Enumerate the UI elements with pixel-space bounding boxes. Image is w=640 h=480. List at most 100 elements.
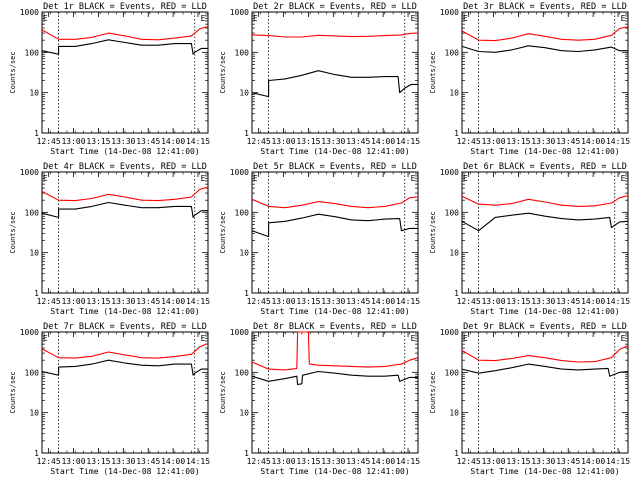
- chart-panel-6: Det 6r BLACK = Events, RED = LLD 1 10 100 10…: [429, 162, 630, 316]
- y-tick-label: 100: [25, 48, 40, 57]
- x-tick-label: 13:45: [556, 297, 580, 306]
- x-tick-label: 13:15: [506, 297, 530, 306]
- y-tick-label: 10: [239, 249, 249, 258]
- x-tick-label: 13:45: [346, 457, 370, 466]
- event-marker-label: E: [411, 334, 416, 343]
- chart-title: Det 7r BLACK = Events, RED = LLD: [43, 322, 207, 332]
- x-tick-label: 13:15: [296, 137, 320, 146]
- series-line-lld: [461, 345, 629, 363]
- x-tick-label: 13:15: [506, 457, 530, 466]
- y-tick-label: 1000: [440, 8, 459, 17]
- x-tick-label: 13:00: [61, 137, 85, 146]
- chart-panel-5: Det 5r BLACK = Events, RED = LLD 1 10 100 10…: [219, 162, 420, 316]
- x-tick-label: 13:30: [111, 137, 135, 146]
- x-tick-label: 12:45: [457, 137, 481, 146]
- chart-panel-1: Det 1r BLACK = Events, RED = LLD 1 10 100 10…: [9, 2, 210, 156]
- x-tick-label: 14:00: [581, 457, 605, 466]
- y-tick-label: 10: [239, 409, 249, 418]
- plot-frame: [461, 331, 629, 454]
- plot-frame: [461, 11, 629, 134]
- x-axis-label: Start Time (14-Dec-08 12:41:00): [260, 147, 409, 156]
- y-axis-label: Counts/sec: [429, 211, 437, 253]
- series-line-events: [251, 213, 418, 238]
- y-tick-label: 100: [235, 368, 250, 377]
- event-marker-label: E: [253, 14, 258, 23]
- series-line-events: [41, 359, 208, 376]
- y-axis-label: Counts/sec: [429, 371, 437, 413]
- x-tick-label: 13:15: [86, 297, 110, 306]
- y-tick-label: 100: [25, 208, 40, 217]
- event-marker-label: E: [621, 174, 626, 183]
- y-tick-label: 1: [244, 289, 249, 298]
- x-tick-label: 13:00: [61, 457, 85, 466]
- event-marker-label: E: [411, 174, 416, 183]
- y-tick-label: 100: [445, 368, 460, 377]
- x-axis-label: Start Time (14-Dec-08 12:41:00): [50, 147, 199, 156]
- y-tick-label: 1000: [230, 328, 249, 337]
- event-marker-label: E: [463, 14, 468, 23]
- x-tick-label: 13:00: [271, 297, 295, 306]
- x-tick-label: 14:15: [606, 457, 630, 466]
- chart-title: Det 6r BLACK = Events, RED = LLD: [463, 162, 627, 172]
- y-tick-label: 1000: [230, 168, 249, 177]
- x-tick-label: 14:15: [186, 297, 210, 306]
- y-tick-label: 1000: [20, 8, 39, 17]
- x-tick-label: 12:45: [247, 297, 271, 306]
- y-tick-label: 1: [454, 289, 459, 298]
- y-tick-label: 100: [25, 368, 40, 377]
- y-tick-label: 1000: [230, 8, 249, 17]
- x-tick-label: 13:15: [86, 457, 110, 466]
- x-tick-label: 12:45: [247, 137, 271, 146]
- event-marker-label: E: [463, 174, 468, 183]
- y-tick-label: 100: [445, 48, 460, 57]
- series-line-events: [41, 201, 208, 218]
- y-axis-label: Counts/sec: [429, 51, 437, 93]
- x-tick-label: 13:30: [531, 297, 555, 306]
- x-tick-label: 13:45: [136, 457, 160, 466]
- plot-frame: [461, 171, 629, 294]
- series-line-lld: [41, 186, 209, 202]
- y-axis-label: Counts/sec: [219, 211, 227, 253]
- x-axis-label: Start Time (14-Dec-08 12:41:00): [260, 467, 409, 476]
- x-tick-label: 13:45: [136, 297, 160, 306]
- x-tick-label: 13:30: [531, 137, 555, 146]
- y-tick-label: 1: [34, 289, 39, 298]
- y-axis-label: Counts/sec: [9, 371, 17, 413]
- event-marker-label: E: [253, 174, 258, 183]
- y-tick-label: 1: [454, 449, 459, 458]
- x-tick-label: 14:15: [606, 137, 630, 146]
- series-line-events: [461, 363, 629, 377]
- plot-frame: [251, 331, 419, 454]
- x-tick-label: 13:15: [86, 137, 110, 146]
- x-axis-label: Start Time (14-Dec-08 12:41:00): [260, 307, 409, 316]
- chart-panel-8: Det 8r BLACK = Events, RED = LLD 1 10 100 10…: [219, 322, 420, 476]
- x-tick-label: 14:00: [371, 137, 395, 146]
- chart-title: Det 4r BLACK = Events, RED = LLD: [43, 162, 207, 172]
- x-tick-label: 13:00: [271, 457, 295, 466]
- series-line-lld: [41, 25, 209, 41]
- chart-title: Det 2r BLACK = Events, RED = LLD: [253, 2, 417, 12]
- event-marker-label: E: [621, 334, 626, 343]
- y-tick-label: 10: [449, 89, 459, 98]
- y-tick-label: 1: [34, 129, 39, 138]
- series-line-lld: [41, 342, 209, 359]
- x-axis-label: Start Time (14-Dec-08 12:41:00): [470, 147, 619, 156]
- x-tick-label: 13:30: [321, 457, 345, 466]
- event-marker-label: E: [43, 334, 48, 343]
- chart-title: Det 5r BLACK = Events, RED = LLD: [253, 162, 417, 172]
- series-line-lld: [461, 195, 629, 207]
- x-tick-label: 14:00: [371, 457, 395, 466]
- x-tick-label: 14:15: [606, 297, 630, 306]
- chart-title: Det 1r BLACK = Events, RED = LLD: [43, 2, 207, 12]
- x-tick-label: 13:45: [136, 137, 160, 146]
- y-axis-label: Counts/sec: [9, 211, 17, 253]
- x-tick-label: 12:45: [37, 457, 61, 466]
- series-line-events: [41, 39, 208, 55]
- y-tick-label: 10: [239, 89, 249, 98]
- series-line-events: [461, 212, 629, 232]
- chart-panel-9: Det 9r BLACK = Events, RED = LLD 1 10 100 10…: [429, 322, 630, 476]
- y-axis-label: Counts/sec: [219, 51, 227, 93]
- x-tick-label: 13:45: [556, 137, 580, 146]
- x-tick-label: 13:30: [321, 297, 345, 306]
- event-marker-label: E: [253, 334, 258, 343]
